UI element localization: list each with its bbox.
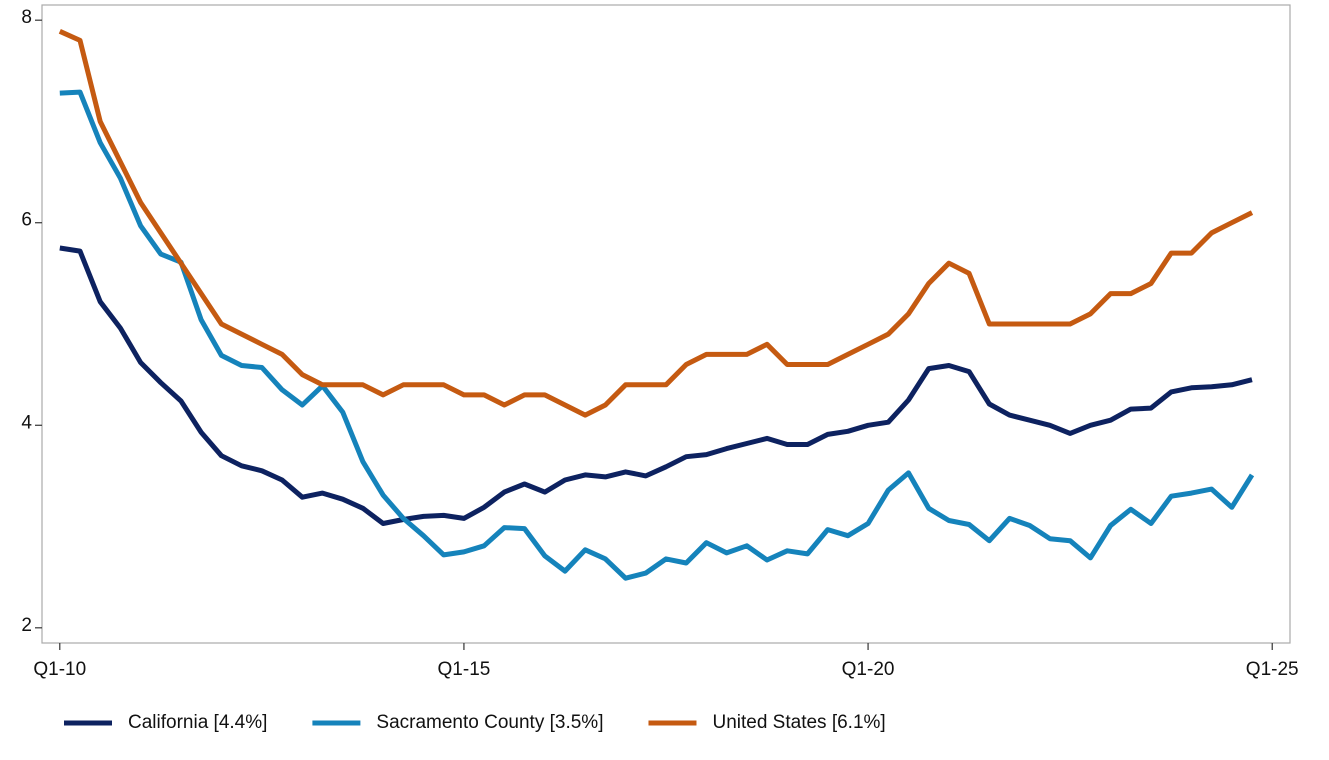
x-tick-label: Q1-20 — [842, 659, 895, 680]
series-line — [59, 89, 1255, 581]
series-line — [58, 29, 1254, 418]
x-tick-label: Q1-10 — [33, 659, 86, 680]
y-tick-label: 8 — [21, 7, 32, 28]
legend-label: United States [6.1%] — [712, 712, 885, 733]
legend-label: Sacramento County [3.5%] — [376, 712, 603, 733]
x-tick-label: Q1-15 — [438, 659, 491, 680]
y-tick-label: 6 — [21, 210, 32, 231]
plot-frame — [41, 4, 1291, 644]
series-line — [59, 245, 1253, 526]
x-tick-label: Q1-25 — [1246, 659, 1299, 680]
legend-label: California [4.4%] — [128, 712, 267, 733]
y-tick-label: 2 — [21, 615, 32, 636]
y-tick-label: 4 — [21, 412, 32, 433]
